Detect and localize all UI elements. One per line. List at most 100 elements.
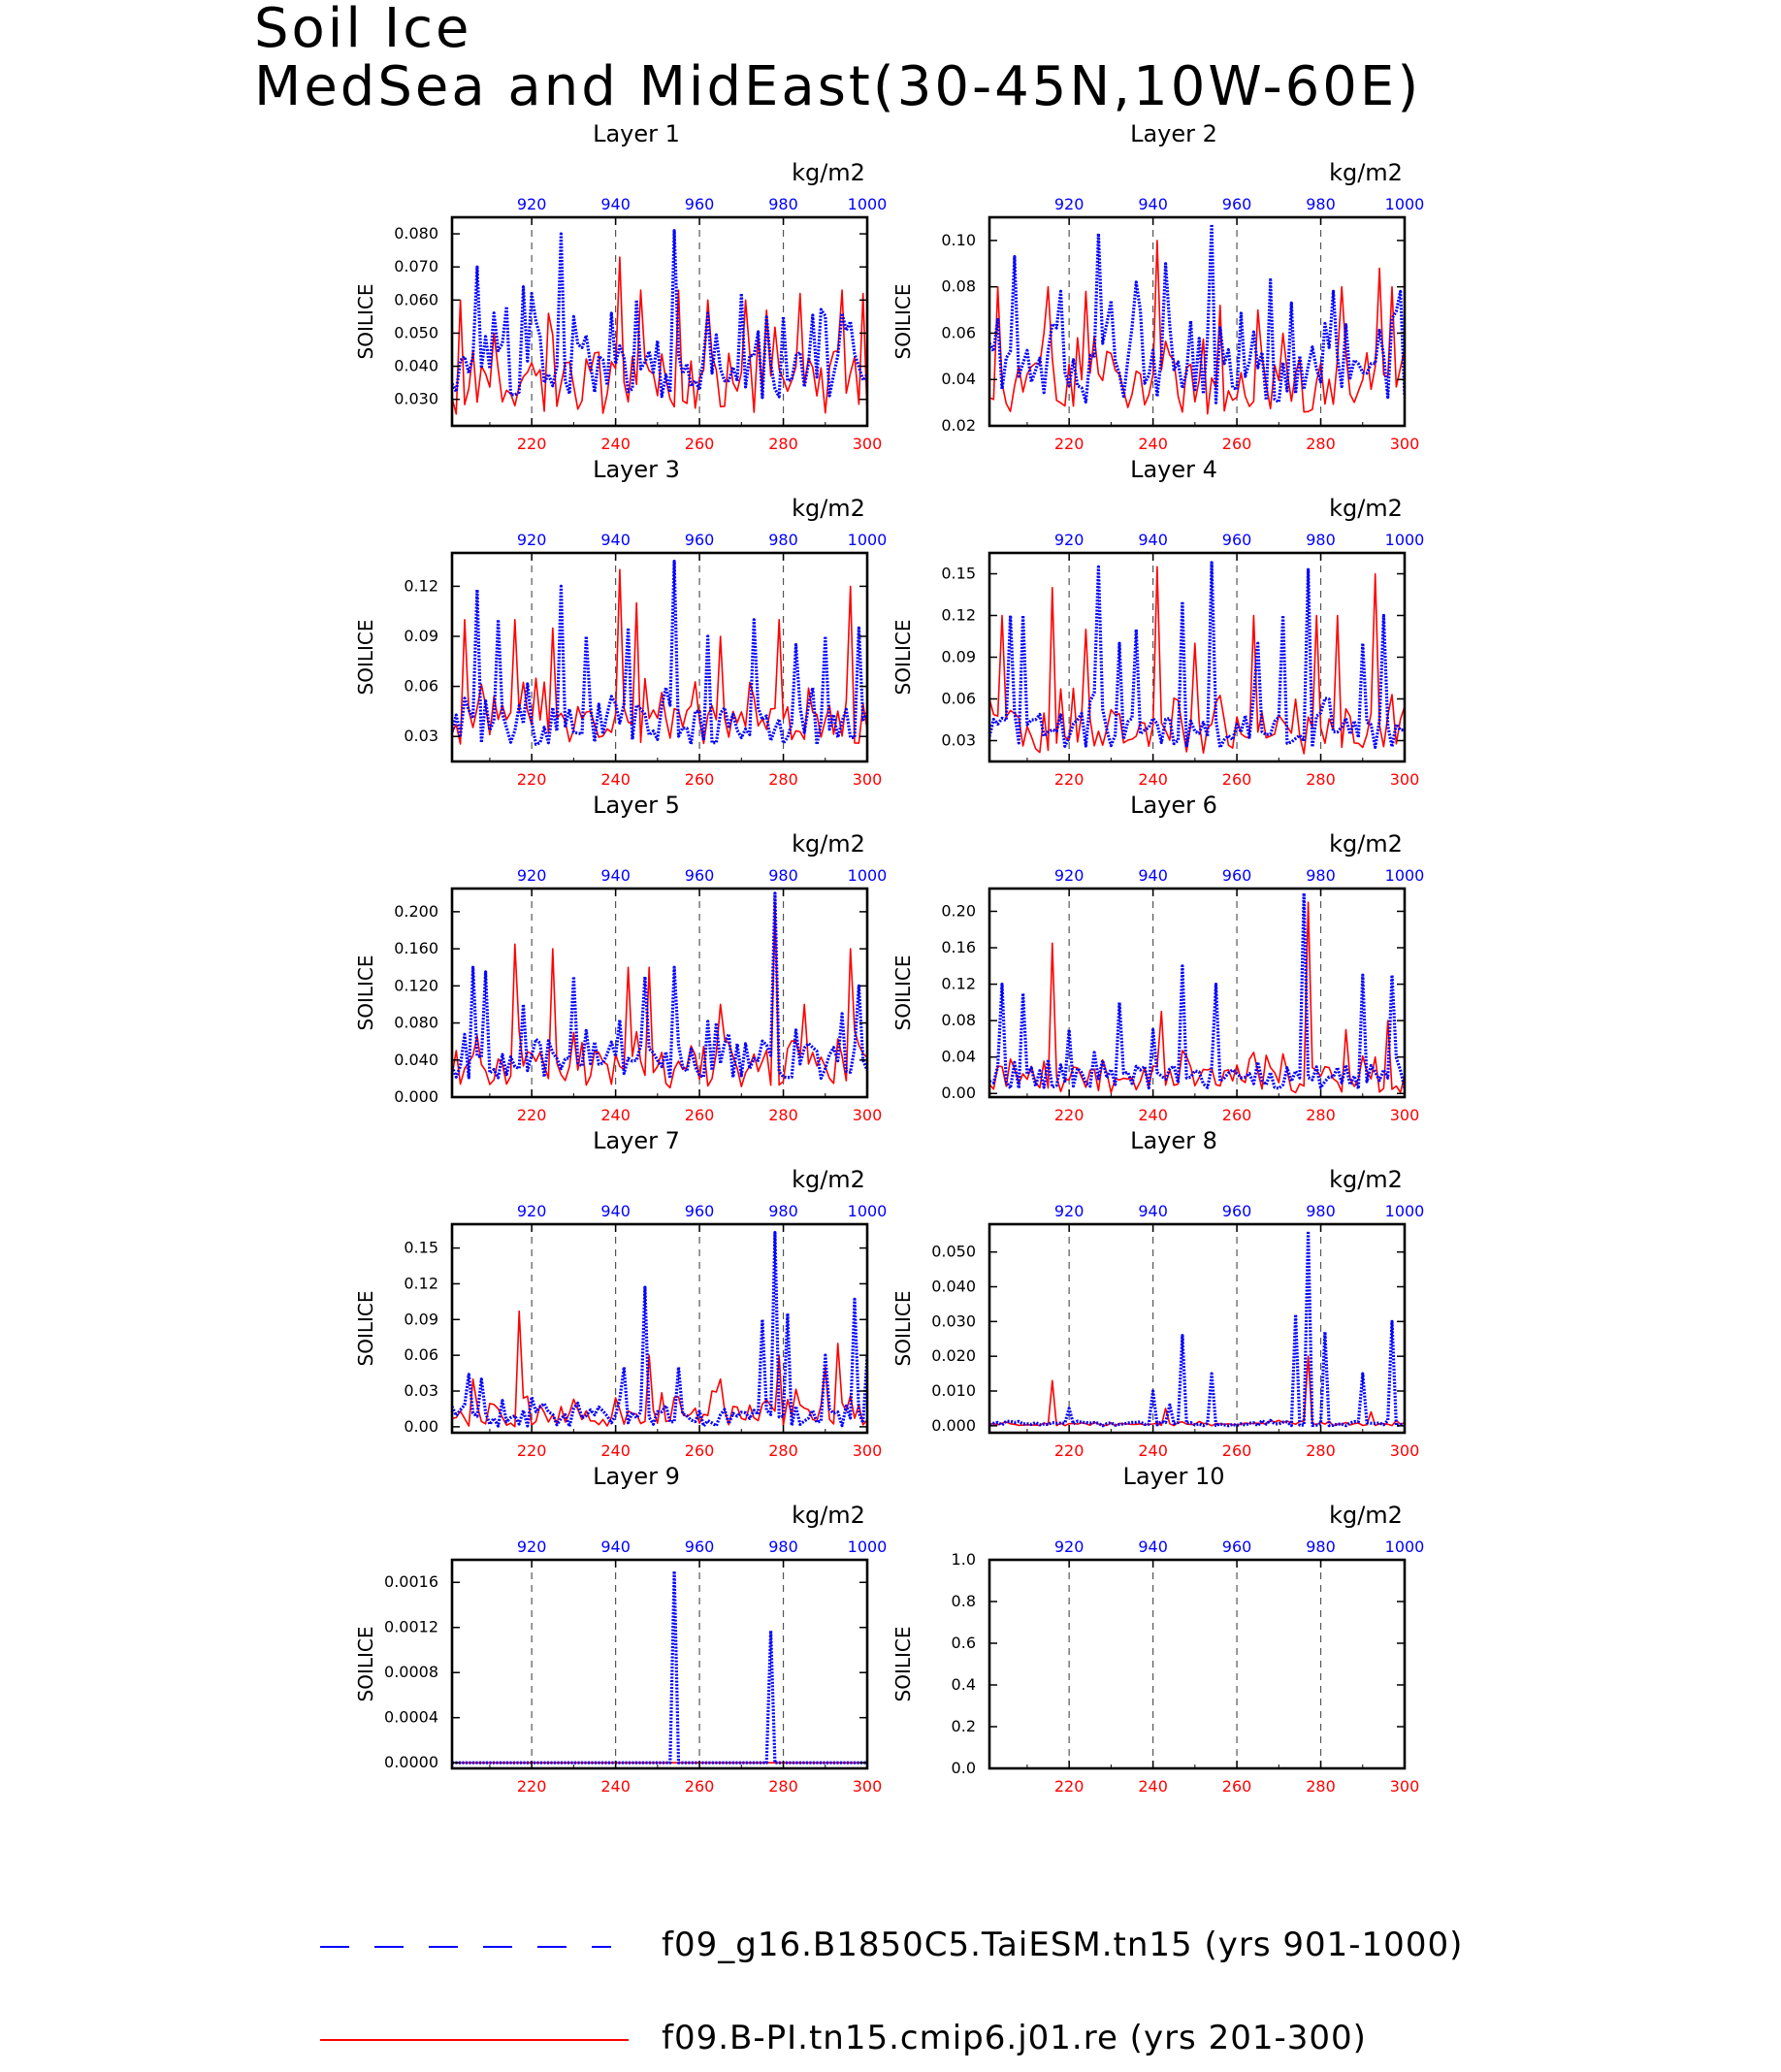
- y-tick-label: 0.070: [394, 257, 438, 275]
- x-tick-label-bottom: 300: [853, 435, 883, 453]
- x-tick-label-top: 960: [685, 195, 715, 213]
- x-tick-label-bottom: 280: [1306, 1777, 1336, 1796]
- plot-frame: [450, 887, 869, 1099]
- y-axis-label: SOILICE: [891, 1291, 915, 1367]
- plot-frame: [450, 215, 869, 428]
- x-tick-label-bottom: 300: [1390, 1106, 1420, 1124]
- x-tick-label-bottom: 300: [1390, 1441, 1420, 1460]
- x-tick-label-bottom: 240: [600, 1106, 631, 1124]
- x-tick-label-top: 1000: [848, 195, 888, 213]
- series-line-red: [989, 1355, 1405, 1427]
- x-tick-label-top: 960: [685, 1202, 715, 1220]
- x-tick-label-top: 940: [1138, 1202, 1168, 1220]
- x-tick-label-top: 980: [768, 195, 798, 213]
- series-group: [989, 1229, 1405, 1428]
- top-axis-unit: kg/m2: [1329, 830, 1403, 858]
- top-axis-unit: kg/m2: [792, 1166, 865, 1193]
- y-axis-label: SOILICE: [891, 284, 915, 360]
- y-tick-label: 0.080: [394, 224, 438, 243]
- y-tick-label: 0.12: [404, 576, 438, 595]
- x-tick-label-top: 960: [1222, 866, 1252, 885]
- x-tick-label-top: 980: [1306, 1202, 1336, 1220]
- y-tick-label: 0.10: [941, 231, 976, 249]
- x-tick-label-top: 960: [1222, 531, 1252, 549]
- x-tick-label-top: 980: [1306, 531, 1336, 549]
- x-tick-label-bottom: 280: [768, 1441, 798, 1460]
- x-tick-label-top: 940: [600, 1538, 631, 1556]
- x-tick-label-top: 980: [1306, 195, 1336, 213]
- legend-swatch-solid: [320, 2039, 629, 2041]
- x-tick-label-top: 1000: [848, 1202, 888, 1220]
- x-tick-label-top: 920: [517, 866, 547, 885]
- x-tick-label-top: 940: [600, 866, 631, 885]
- x-tick-label-bottom: 240: [1138, 1777, 1168, 1796]
- x-tick-label-bottom: 260: [1222, 770, 1252, 789]
- plot-frame: [988, 1558, 1407, 1770]
- x-tick-label-top: 940: [1138, 531, 1168, 549]
- top-axis-unit: kg/m2: [1329, 1502, 1403, 1529]
- x-tick-label-bottom: 300: [1390, 770, 1420, 789]
- x-tick-label-top: 960: [1222, 1538, 1252, 1556]
- y-tick-label: 1.0: [952, 1550, 976, 1569]
- y-tick-label: 0.200: [394, 902, 438, 921]
- x-tick-label-bottom: 240: [600, 770, 631, 789]
- x-tick-label-bottom: 260: [685, 770, 715, 789]
- y-tick-label: 0.0000: [384, 1753, 438, 1771]
- x-tick-label-bottom: 220: [517, 1106, 547, 1124]
- y-tick-label: 0.06: [404, 1345, 438, 1364]
- y-tick-label: 0.040: [394, 357, 438, 375]
- plot-frame: [450, 1222, 869, 1435]
- x-tick-label-bottom: 280: [1306, 1441, 1336, 1460]
- legend-entry-1: f09_g16.B1850C5.TaiESM.tn15 (yrs 901-100…: [0, 1921, 1781, 1979]
- x-tick-label-bottom: 260: [685, 1441, 715, 1460]
- panel-2: Layer 2 kg/m2 220 240 260 280 300 920 940 960 980 1…: [891, 120, 1424, 453]
- y-tick-label: 0.080: [394, 1014, 438, 1032]
- plot-frame: [450, 551, 869, 763]
- y-tick-label: 0.03: [941, 731, 976, 750]
- series-group: [989, 222, 1405, 415]
- series-line-blue: [452, 1231, 867, 1429]
- panel-9: Layer 9 kg/m2 220 240 260 280 300 920 940 960 980 1…: [354, 1463, 887, 1796]
- panel-title: Layer 7: [593, 1127, 680, 1154]
- y-tick-label: 0.15: [404, 1239, 438, 1257]
- x-tick-label-bottom: 280: [768, 1777, 798, 1796]
- series-line-blue: [989, 561, 1405, 750]
- x-tick-label-bottom: 280: [768, 435, 798, 453]
- y-tick-label: 0.050: [931, 1243, 976, 1261]
- y-axis-label: SOILICE: [891, 620, 915, 696]
- panel-7: Layer 7 kg/m2 220 240 260 280 300 920 940 960 980 1…: [354, 1127, 887, 1460]
- y-axis-label: SOILICE: [891, 955, 915, 1031]
- x-tick-label-top: 1000: [1385, 1202, 1425, 1220]
- top-axis-unit: kg/m2: [1329, 495, 1403, 522]
- y-tick-label: 0.120: [394, 976, 438, 994]
- x-tick-label-bottom: 220: [517, 1441, 547, 1460]
- series-line-red: [452, 901, 867, 1089]
- x-tick-label-top: 940: [600, 1202, 631, 1220]
- y-tick-label: 0.6: [952, 1634, 976, 1652]
- x-tick-label-top: 960: [685, 866, 715, 885]
- y-tick-label: 0.00: [404, 1417, 438, 1436]
- x-tick-label-top: 980: [768, 866, 798, 885]
- series-group: [452, 229, 867, 416]
- x-tick-label-bottom: 240: [1138, 1106, 1168, 1124]
- y-tick-label: 0.0: [952, 1759, 976, 1777]
- y-tick-label: 0.0012: [384, 1618, 438, 1636]
- y-tick-label: 0.06: [941, 690, 976, 708]
- y-tick-label: 0.09: [404, 1310, 438, 1328]
- y-tick-label: 0.02: [941, 416, 976, 435]
- x-tick-label-top: 980: [768, 1538, 798, 1556]
- top-axis-unit: kg/m2: [1329, 159, 1403, 186]
- series-line-red: [452, 568, 867, 745]
- series-line-blue: [452, 891, 867, 1081]
- x-tick-label-bottom: 260: [685, 435, 715, 453]
- panel-title: Layer 1: [593, 120, 680, 147]
- x-tick-label-top: 960: [685, 531, 715, 549]
- x-tick-label-bottom: 280: [768, 1106, 798, 1124]
- x-tick-label-top: 940: [600, 531, 631, 549]
- x-tick-label-top: 940: [1138, 195, 1168, 213]
- x-tick-label-bottom: 240: [1138, 770, 1168, 789]
- y-tick-label: 0.060: [394, 290, 438, 308]
- panel-3: Layer 3 kg/m2 220 240 260 280 300 920 940 960 980 1…: [354, 456, 887, 789]
- x-tick-label-bottom: 300: [853, 1106, 883, 1124]
- y-tick-label: 0.000: [931, 1416, 976, 1435]
